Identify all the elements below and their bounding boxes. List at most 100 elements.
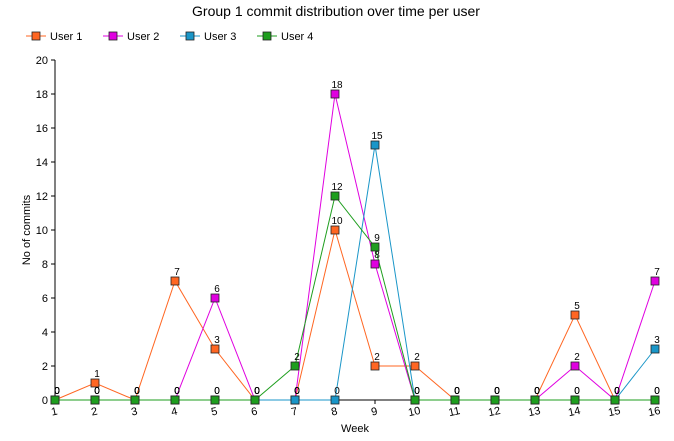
data-point [370, 140, 380, 150]
x-tick-label: 2 [90, 406, 98, 419]
data-label: 12 [331, 182, 343, 193]
data-label: 0 [454, 386, 460, 397]
legend-marker [108, 31, 118, 41]
data-label: 10 [331, 216, 343, 227]
data-label: 0 [254, 386, 260, 397]
data-label: 5 [574, 301, 580, 312]
data-label: 0 [614, 386, 620, 397]
data-label: 9 [374, 233, 380, 244]
x-tick-label: 13 [527, 405, 541, 419]
y-tick-label: 14 [36, 157, 48, 169]
data-label: 0 [54, 386, 60, 397]
legend-marker [185, 31, 195, 41]
data-point [50, 395, 60, 405]
series-line-user-2 [55, 93, 656, 401]
y-tick-label: 20 [36, 55, 48, 67]
y-tick-label: 16 [36, 123, 48, 135]
data-point [130, 395, 140, 405]
data-point [530, 395, 540, 405]
x-tick-label: 5 [210, 406, 218, 419]
data-point [330, 225, 340, 235]
data-label: 0 [174, 386, 180, 397]
data-label: 0 [574, 386, 580, 397]
x-tick-label: 9 [370, 406, 378, 419]
data-point [90, 395, 100, 405]
data-label: 0 [414, 386, 420, 397]
data-point [650, 344, 660, 354]
data-point [370, 259, 380, 269]
legend-marker [262, 31, 272, 41]
data-point [450, 395, 460, 405]
data-label: 0 [94, 386, 100, 397]
data-label: 0 [134, 386, 140, 397]
data-label: 0 [174, 386, 180, 397]
data-label: 7 [654, 267, 660, 278]
x-tick-label: 15 [607, 405, 621, 419]
data-label: 8 [374, 250, 380, 261]
x-tick-label: 4 [170, 406, 178, 419]
data-label: 0 [134, 386, 140, 397]
y-tick-label: 0 [42, 395, 48, 407]
data-label: 0 [454, 386, 460, 397]
legend-label: User 4 [281, 31, 313, 43]
data-point [90, 378, 100, 388]
data-point [370, 361, 380, 371]
data-label: 2 [294, 352, 300, 363]
data-point [290, 395, 300, 405]
data-label: 0 [254, 386, 260, 397]
data-label: 0 [294, 386, 300, 397]
x-tick-label: 10 [407, 405, 421, 419]
series-line-user-3 [55, 144, 656, 401]
data-label: 0 [134, 386, 140, 397]
x-tick-label: 14 [567, 405, 581, 419]
data-label: 7 [174, 267, 180, 278]
data-label: 0 [94, 386, 100, 397]
legend-marker [31, 31, 41, 41]
data-point [210, 293, 220, 303]
data-label: 0 [254, 386, 260, 397]
y-tick-label: 8 [42, 259, 48, 271]
chart-legend: User 1 User 2 User 3 User 4 [26, 31, 313, 43]
data-point [250, 395, 260, 405]
x-axis-title: Week [341, 423, 369, 435]
y-tick-label: 6 [42, 293, 48, 305]
data-label: 0 [454, 386, 460, 397]
y-tick-label: 18 [36, 89, 48, 101]
data-label: 0 [334, 386, 340, 397]
data-point [570, 395, 580, 405]
data-point [170, 395, 180, 405]
data-point [490, 395, 500, 405]
data-label: 0 [494, 386, 500, 397]
chart-series [50, 89, 660, 405]
data-point [410, 361, 420, 371]
data-label: 0 [214, 386, 220, 397]
legend-label: User 1 [50, 31, 82, 43]
data-label: 0 [534, 386, 540, 397]
data-label: 0 [534, 386, 540, 397]
data-label: 2 [574, 352, 580, 363]
data-label: 2 [374, 352, 380, 363]
data-point [370, 242, 380, 252]
data-label: 6 [214, 284, 220, 295]
data-label: 15 [371, 131, 383, 142]
data-label: 0 [534, 386, 540, 397]
chart-title: Group 1 commit distribution over time pe… [192, 3, 480, 19]
data-point [210, 395, 220, 405]
data-point [330, 191, 340, 201]
y-axis-title: No of commits [21, 194, 33, 265]
data-label: 2 [414, 352, 420, 363]
data-label: 1 [94, 369, 100, 380]
data-label: 3 [654, 335, 660, 346]
x-tick-label: 11 [448, 405, 462, 419]
legend-label: User 3 [204, 31, 236, 43]
data-label: 0 [134, 386, 140, 397]
data-point [410, 395, 420, 405]
data-label: 0 [54, 386, 60, 397]
data-label: 0 [654, 386, 660, 397]
data-label: 3 [214, 335, 220, 346]
data-point [650, 395, 660, 405]
data-point [570, 361, 580, 371]
